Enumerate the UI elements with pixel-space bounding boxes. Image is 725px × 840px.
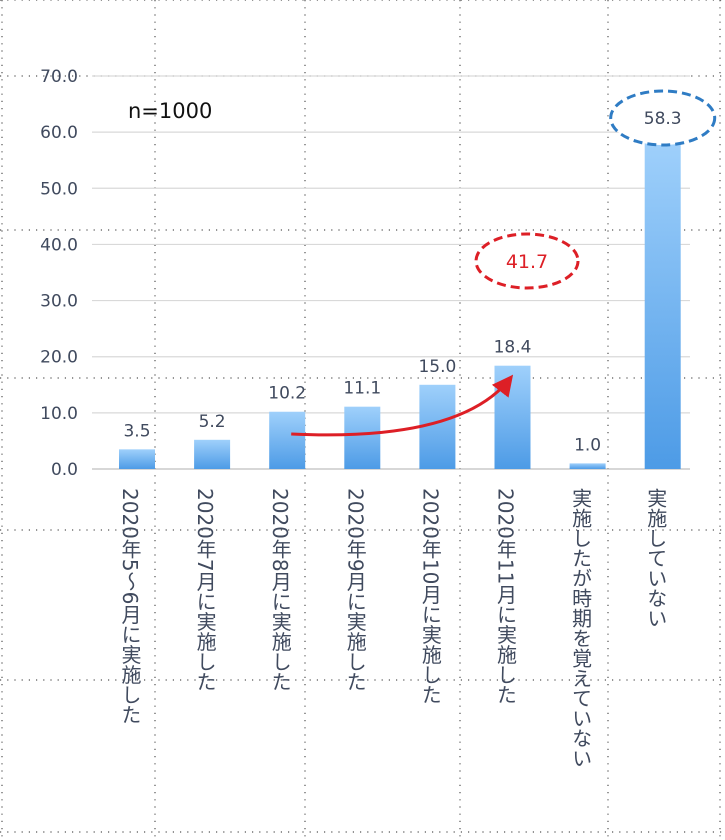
- sum-label: 41.7: [506, 251, 548, 273]
- y-axis-ticks: 0.0 10.0 20.0 30.0 40.0 50.0 60.0 70.0: [40, 67, 78, 480]
- sample-size-note: n=1000: [128, 99, 212, 123]
- category-label: 実施したが時期を覚えていない: [569, 488, 593, 768]
- category-label: 2020年7月に実施した: [193, 488, 217, 692]
- bar: [644, 141, 681, 470]
- sum-ellipse: [474, 232, 580, 290]
- bar: [269, 411, 306, 469]
- y-tick-label: 20.0: [40, 348, 78, 368]
- category-labels: 2020年5～6月に実施した 2020年7月に実施した 2020年8月に実施した 20…: [118, 488, 668, 768]
- category-label: 2020年11月に実施した: [494, 488, 518, 704]
- data-label: 15.0: [418, 357, 456, 377]
- highlight-ellipse: [609, 89, 717, 147]
- y-tick-label: 0.0: [51, 460, 78, 480]
- data-labels: 3.5 5.2 10.2 11.1 15.0 18.4 1.0: [123, 338, 601, 456]
- data-label: 5.2: [199, 412, 226, 432]
- bar: [344, 406, 381, 469]
- category-label: 実施していない: [644, 488, 668, 628]
- category-label: 2020年5～6月に実施した: [118, 488, 142, 724]
- data-label: 1.0: [574, 435, 601, 455]
- trend-arrow: [291, 374, 514, 437]
- data-label: 3.5: [123, 421, 150, 441]
- y-tick-label: 30.0: [40, 292, 78, 312]
- data-label: 10.2: [268, 384, 306, 404]
- y-tick-label: 50.0: [40, 179, 78, 199]
- gridlines: [92, 75, 690, 470]
- bar: [119, 449, 155, 469]
- category-label: 2020年8月に実施した: [268, 488, 292, 692]
- y-tick-label: 70.0: [40, 67, 78, 87]
- annotations: 58.3 41.7: [291, 89, 717, 437]
- bar: [194, 439, 231, 469]
- data-label: 58.3: [644, 109, 682, 129]
- data-label: 18.4: [494, 338, 532, 358]
- bar: [569, 463, 606, 469]
- data-label: 11.1: [343, 379, 381, 399]
- bar: [419, 384, 456, 469]
- bar: [494, 365, 531, 469]
- category-label: 2020年10月に実施した: [418, 488, 442, 704]
- category-label: 2020年9月に実施した: [343, 488, 367, 692]
- y-tick-label: 40.0: [40, 235, 78, 255]
- y-tick-label: 10.0: [40, 404, 78, 424]
- y-tick-label: 60.0: [40, 123, 78, 143]
